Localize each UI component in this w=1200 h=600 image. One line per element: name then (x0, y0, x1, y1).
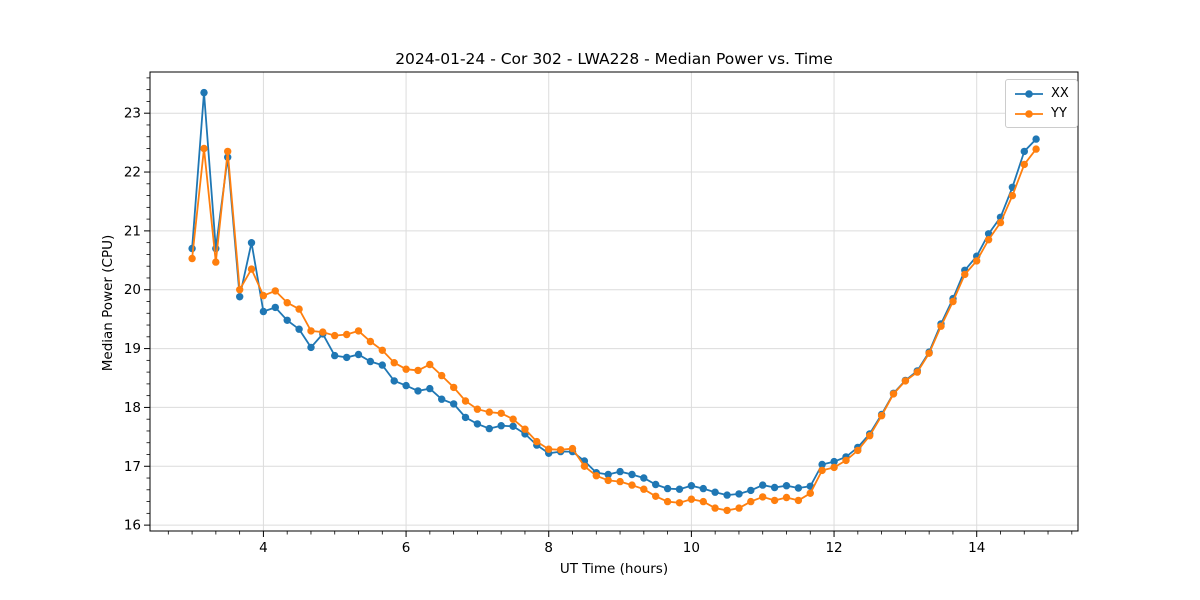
legend-label-xx: XX (1051, 86, 1069, 101)
legend-item-yy: YY (1014, 105, 1069, 122)
svg-text:12: 12 (825, 540, 842, 556)
svg-text:21: 21 (124, 223, 141, 239)
svg-text:20: 20 (124, 282, 141, 298)
svg-text:8: 8 (544, 540, 553, 556)
svg-text:23: 23 (124, 106, 141, 122)
svg-text:22: 22 (124, 165, 141, 181)
x-axis-label: UT Time (hours) (559, 561, 669, 577)
svg-text:14: 14 (968, 540, 985, 556)
svg-text:19: 19 (124, 341, 141, 357)
legend-line-marker-icon (1015, 109, 1043, 118)
legend-line-marker-icon (1015, 89, 1043, 98)
legend: XX YY (1005, 79, 1078, 128)
chart-title: 2024-01-24 - Cor 302 - LWA228 - Median P… (395, 50, 833, 68)
svg-text:18: 18 (124, 400, 141, 416)
svg-text:6: 6 (402, 540, 411, 556)
legend-label-yy: YY (1051, 106, 1067, 121)
svg-text:4: 4 (259, 540, 268, 556)
svg-text:16: 16 (124, 518, 141, 534)
svg-text:17: 17 (124, 459, 141, 475)
legend-item-xx: XX (1014, 85, 1069, 102)
svg-text:10: 10 (683, 540, 700, 556)
